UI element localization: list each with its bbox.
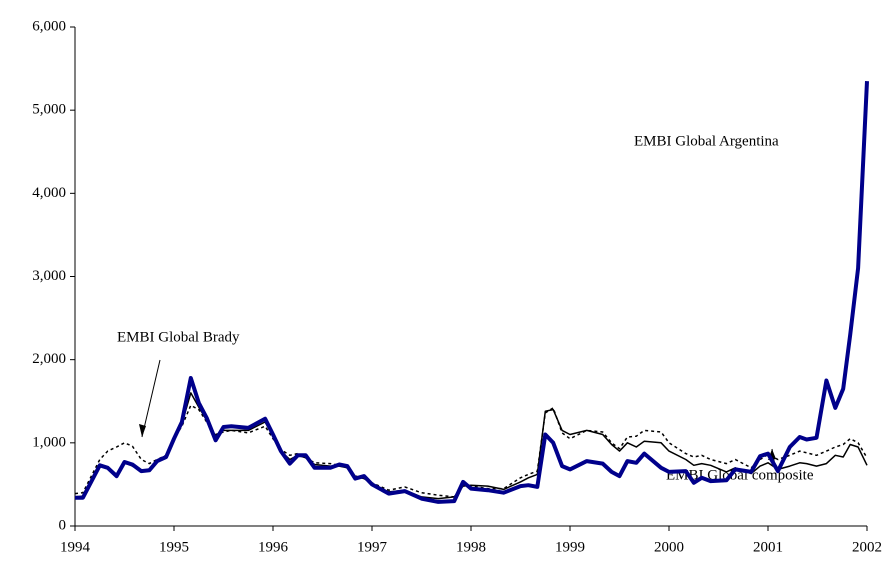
y-tick-label: 1,000 (32, 434, 66, 450)
series-line (75, 81, 869, 504)
x-tick-label: 1996 (258, 539, 289, 555)
y-tick-label: 3,000 (32, 268, 66, 284)
y-tick-label: 2,000 (32, 351, 66, 367)
x-tick-label: 1998 (456, 539, 486, 555)
annotation: EMBI Global Argentina (634, 133, 779, 149)
annotation-arrow (141, 359, 161, 438)
annotation: EMBI Global Brady (117, 329, 240, 345)
x-tick-label: 1995 (159, 539, 189, 555)
y-tick-label: 0 (59, 517, 67, 533)
x-tick-label: 1999 (555, 539, 585, 555)
x-tick-label: 2000 (654, 539, 684, 555)
x-tick-label: 2001 (753, 539, 783, 555)
x-tick-label: 2002 (852, 539, 882, 555)
y-tick-label: 5,000 (32, 102, 66, 118)
annotation-arrowhead (139, 424, 146, 437)
y-tick-label: 4,000 (32, 185, 66, 201)
y-tick-label: 6,000 (32, 18, 66, 34)
x-tick-label: 1997 (357, 539, 388, 555)
x-tick-label: 1994 (60, 539, 91, 555)
